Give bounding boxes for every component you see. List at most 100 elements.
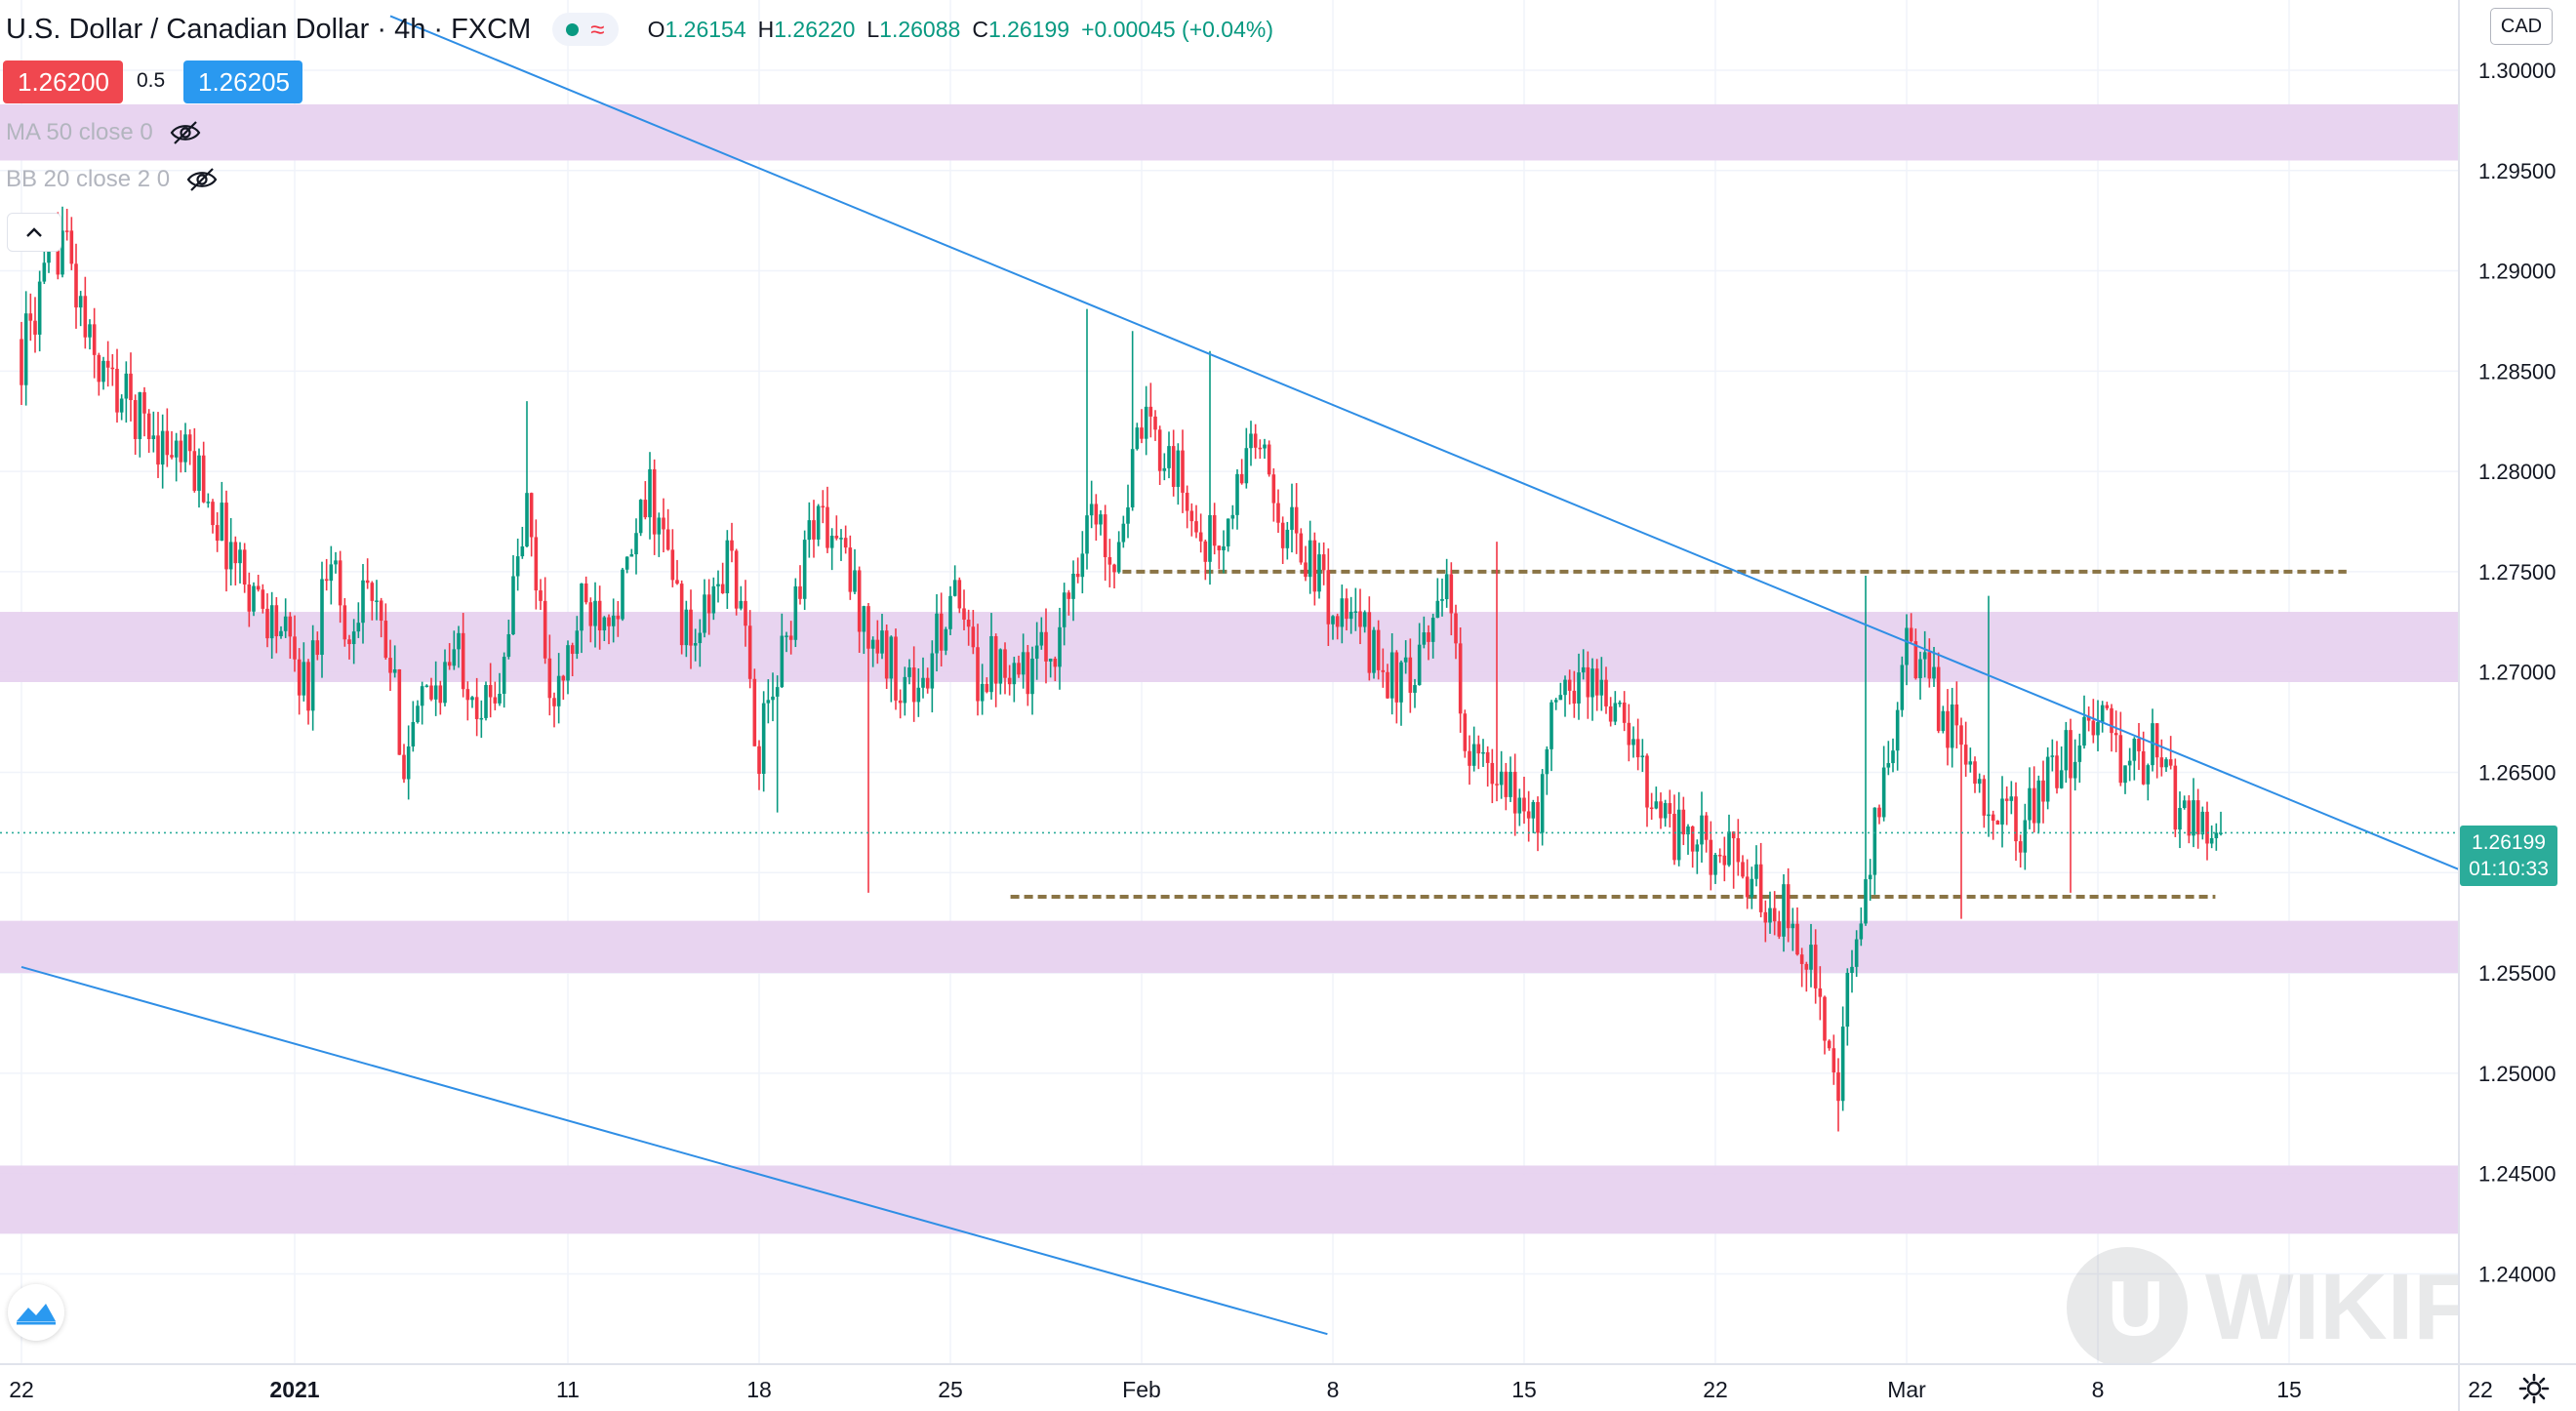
collapse-indicators-button[interactable] — [7, 213, 61, 252]
candle — [461, 613, 465, 698]
candle-body — [1558, 695, 1563, 701]
candle-body — [2205, 811, 2209, 844]
trendlines[interactable] — [20, 15, 2468, 1336]
ohlc-close-label: C — [972, 16, 988, 42]
candle — [1768, 891, 1772, 934]
candle — [488, 663, 493, 718]
candle-body — [129, 373, 133, 401]
candle-body — [1608, 706, 1613, 722]
candle-body — [60, 230, 64, 275]
candle-body — [261, 589, 265, 609]
candle — [1545, 746, 1550, 795]
candle-body — [1695, 844, 1700, 852]
candle-body — [484, 685, 488, 718]
candle-body — [1772, 907, 1777, 922]
candle — [1403, 640, 1408, 674]
indicator-ma[interactable]: MA 50 close 0 — [6, 119, 202, 146]
candle-body — [383, 621, 388, 659]
candle — [493, 681, 498, 710]
candle — [2009, 781, 2014, 815]
candle-body — [1167, 446, 1171, 468]
candle — [452, 630, 457, 670]
candle — [1408, 638, 1413, 713]
candle — [1107, 539, 1112, 587]
candle-body — [1745, 876, 1750, 898]
candle — [1799, 947, 1804, 988]
buy-price-button[interactable]: 1.26205 — [183, 60, 302, 103]
eye-hidden-icon[interactable] — [169, 119, 202, 146]
candle — [1827, 1039, 1831, 1051]
currency-button[interactable]: CAD — [2490, 8, 2553, 45]
candle — [265, 593, 269, 648]
candle-body — [511, 576, 515, 635]
candle — [1449, 562, 1454, 636]
candle — [785, 631, 788, 653]
candle-body — [293, 636, 297, 660]
horizontal-levels[interactable] — [1010, 569, 2347, 899]
candle-body — [529, 493, 534, 538]
candle — [2154, 723, 2159, 779]
candle-body — [866, 606, 870, 649]
symbol-title[interactable]: U.S. Dollar / Canadian Dollar · 4h · FXC… — [6, 13, 532, 45]
candle — [747, 610, 752, 689]
candle-body — [971, 626, 976, 648]
candle — [2164, 757, 2168, 772]
candle-body — [1399, 662, 1403, 703]
candle — [1905, 614, 1909, 686]
indicator-ma-label: MA 50 close 0 — [6, 119, 153, 145]
candle-body — [1613, 703, 1618, 722]
candle-body — [1804, 963, 1809, 970]
candle — [1249, 421, 1253, 466]
candle-body — [1116, 542, 1121, 573]
candle-body — [2091, 720, 2096, 736]
eye-hidden-icon[interactable] — [185, 166, 219, 193]
candle-body — [1954, 704, 1959, 726]
candle — [802, 530, 807, 611]
candle — [1304, 545, 1308, 582]
candle-body — [1112, 564, 1116, 573]
candle — [515, 538, 520, 591]
candle-body — [2182, 800, 2187, 809]
candle — [20, 321, 23, 406]
candle — [1085, 308, 1089, 570]
candle-body — [1222, 545, 1226, 550]
candle-body — [310, 640, 315, 711]
candle — [447, 643, 452, 670]
status-pill[interactable]: ≈ — [552, 13, 619, 46]
candle — [2195, 788, 2200, 849]
candle-body — [1791, 923, 1795, 929]
candle — [1859, 907, 1864, 947]
candle-body — [1030, 658, 1034, 695]
candle-body — [2118, 735, 2123, 784]
candle-body — [1267, 444, 1271, 475]
candle-body — [329, 564, 334, 582]
candle-body — [1485, 751, 1490, 763]
zone-band — [0, 612, 2459, 682]
tradingview-logo-button[interactable] — [8, 1284, 64, 1341]
candle — [1490, 748, 1495, 804]
gear-icon[interactable] — [2517, 1372, 2551, 1405]
candle — [142, 386, 146, 437]
candle — [1512, 753, 1517, 836]
candle — [1317, 543, 1321, 599]
indicator-bb[interactable]: BB 20 close 2 0 — [6, 166, 219, 193]
candle-body — [584, 583, 588, 603]
candle-body — [652, 468, 657, 535]
candle-body — [1590, 668, 1594, 698]
candle-body — [1950, 704, 1954, 748]
candle-body — [1135, 427, 1140, 450]
candle-body — [952, 580, 957, 596]
sell-price-button[interactable]: 1.26200 — [3, 60, 123, 103]
candle-body — [324, 579, 329, 582]
candle-body — [2045, 756, 2050, 802]
candle — [1458, 627, 1463, 733]
x-tick-label: 22 — [1703, 1377, 1728, 1402]
candle-body — [1895, 709, 1900, 751]
candle-body — [1348, 611, 1353, 620]
candle-body — [1304, 562, 1308, 578]
candle-body — [2178, 808, 2182, 830]
candle — [1212, 503, 1217, 555]
candle — [1030, 646, 1034, 715]
candle — [1704, 812, 1709, 853]
